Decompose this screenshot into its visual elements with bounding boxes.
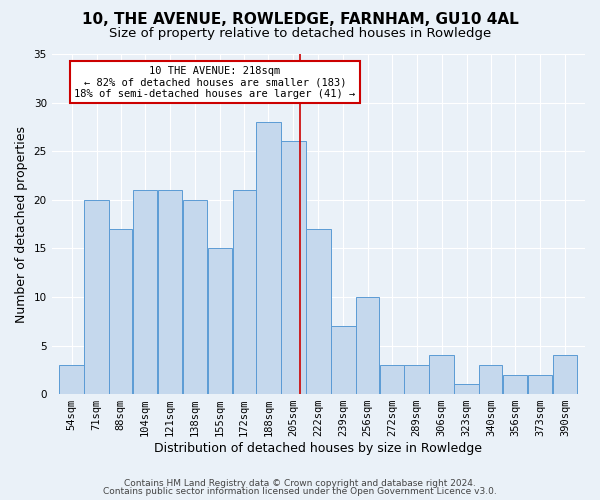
Text: Contains HM Land Registry data © Crown copyright and database right 2024.: Contains HM Land Registry data © Crown c… (124, 478, 476, 488)
Bar (430, 355, 454, 394)
Text: 10 THE AVENUE: 218sqm
← 82% of detached houses are smaller (183)
18% of semi-det: 10 THE AVENUE: 218sqm ← 82% of detached … (74, 66, 355, 99)
Y-axis label: Number of detached properties: Number of detached properties (15, 126, 28, 322)
Bar (281, 142, 305, 394)
Bar (331, 326, 356, 394)
Bar (454, 384, 479, 394)
Bar (133, 190, 157, 394)
Text: Size of property relative to detached houses in Rowledge: Size of property relative to detached ho… (109, 28, 491, 40)
Bar (85, 200, 109, 394)
Bar (59, 365, 84, 394)
Bar (553, 355, 577, 394)
Bar (356, 297, 379, 394)
Bar (306, 229, 331, 394)
Bar (208, 248, 232, 394)
Bar (256, 122, 281, 394)
Text: 10, THE AVENUE, ROWLEDGE, FARNHAM, GU10 4AL: 10, THE AVENUE, ROWLEDGE, FARNHAM, GU10 … (82, 12, 518, 28)
X-axis label: Distribution of detached houses by size in Rowledge: Distribution of detached houses by size … (154, 442, 482, 455)
Bar (528, 374, 552, 394)
Bar (479, 365, 502, 394)
Bar (404, 365, 429, 394)
Bar (380, 365, 404, 394)
Bar (158, 190, 182, 394)
Text: Contains public sector information licensed under the Open Government Licence v3: Contains public sector information licen… (103, 487, 497, 496)
Bar (233, 190, 256, 394)
Bar (109, 229, 133, 394)
Bar (503, 374, 527, 394)
Bar (183, 200, 207, 394)
